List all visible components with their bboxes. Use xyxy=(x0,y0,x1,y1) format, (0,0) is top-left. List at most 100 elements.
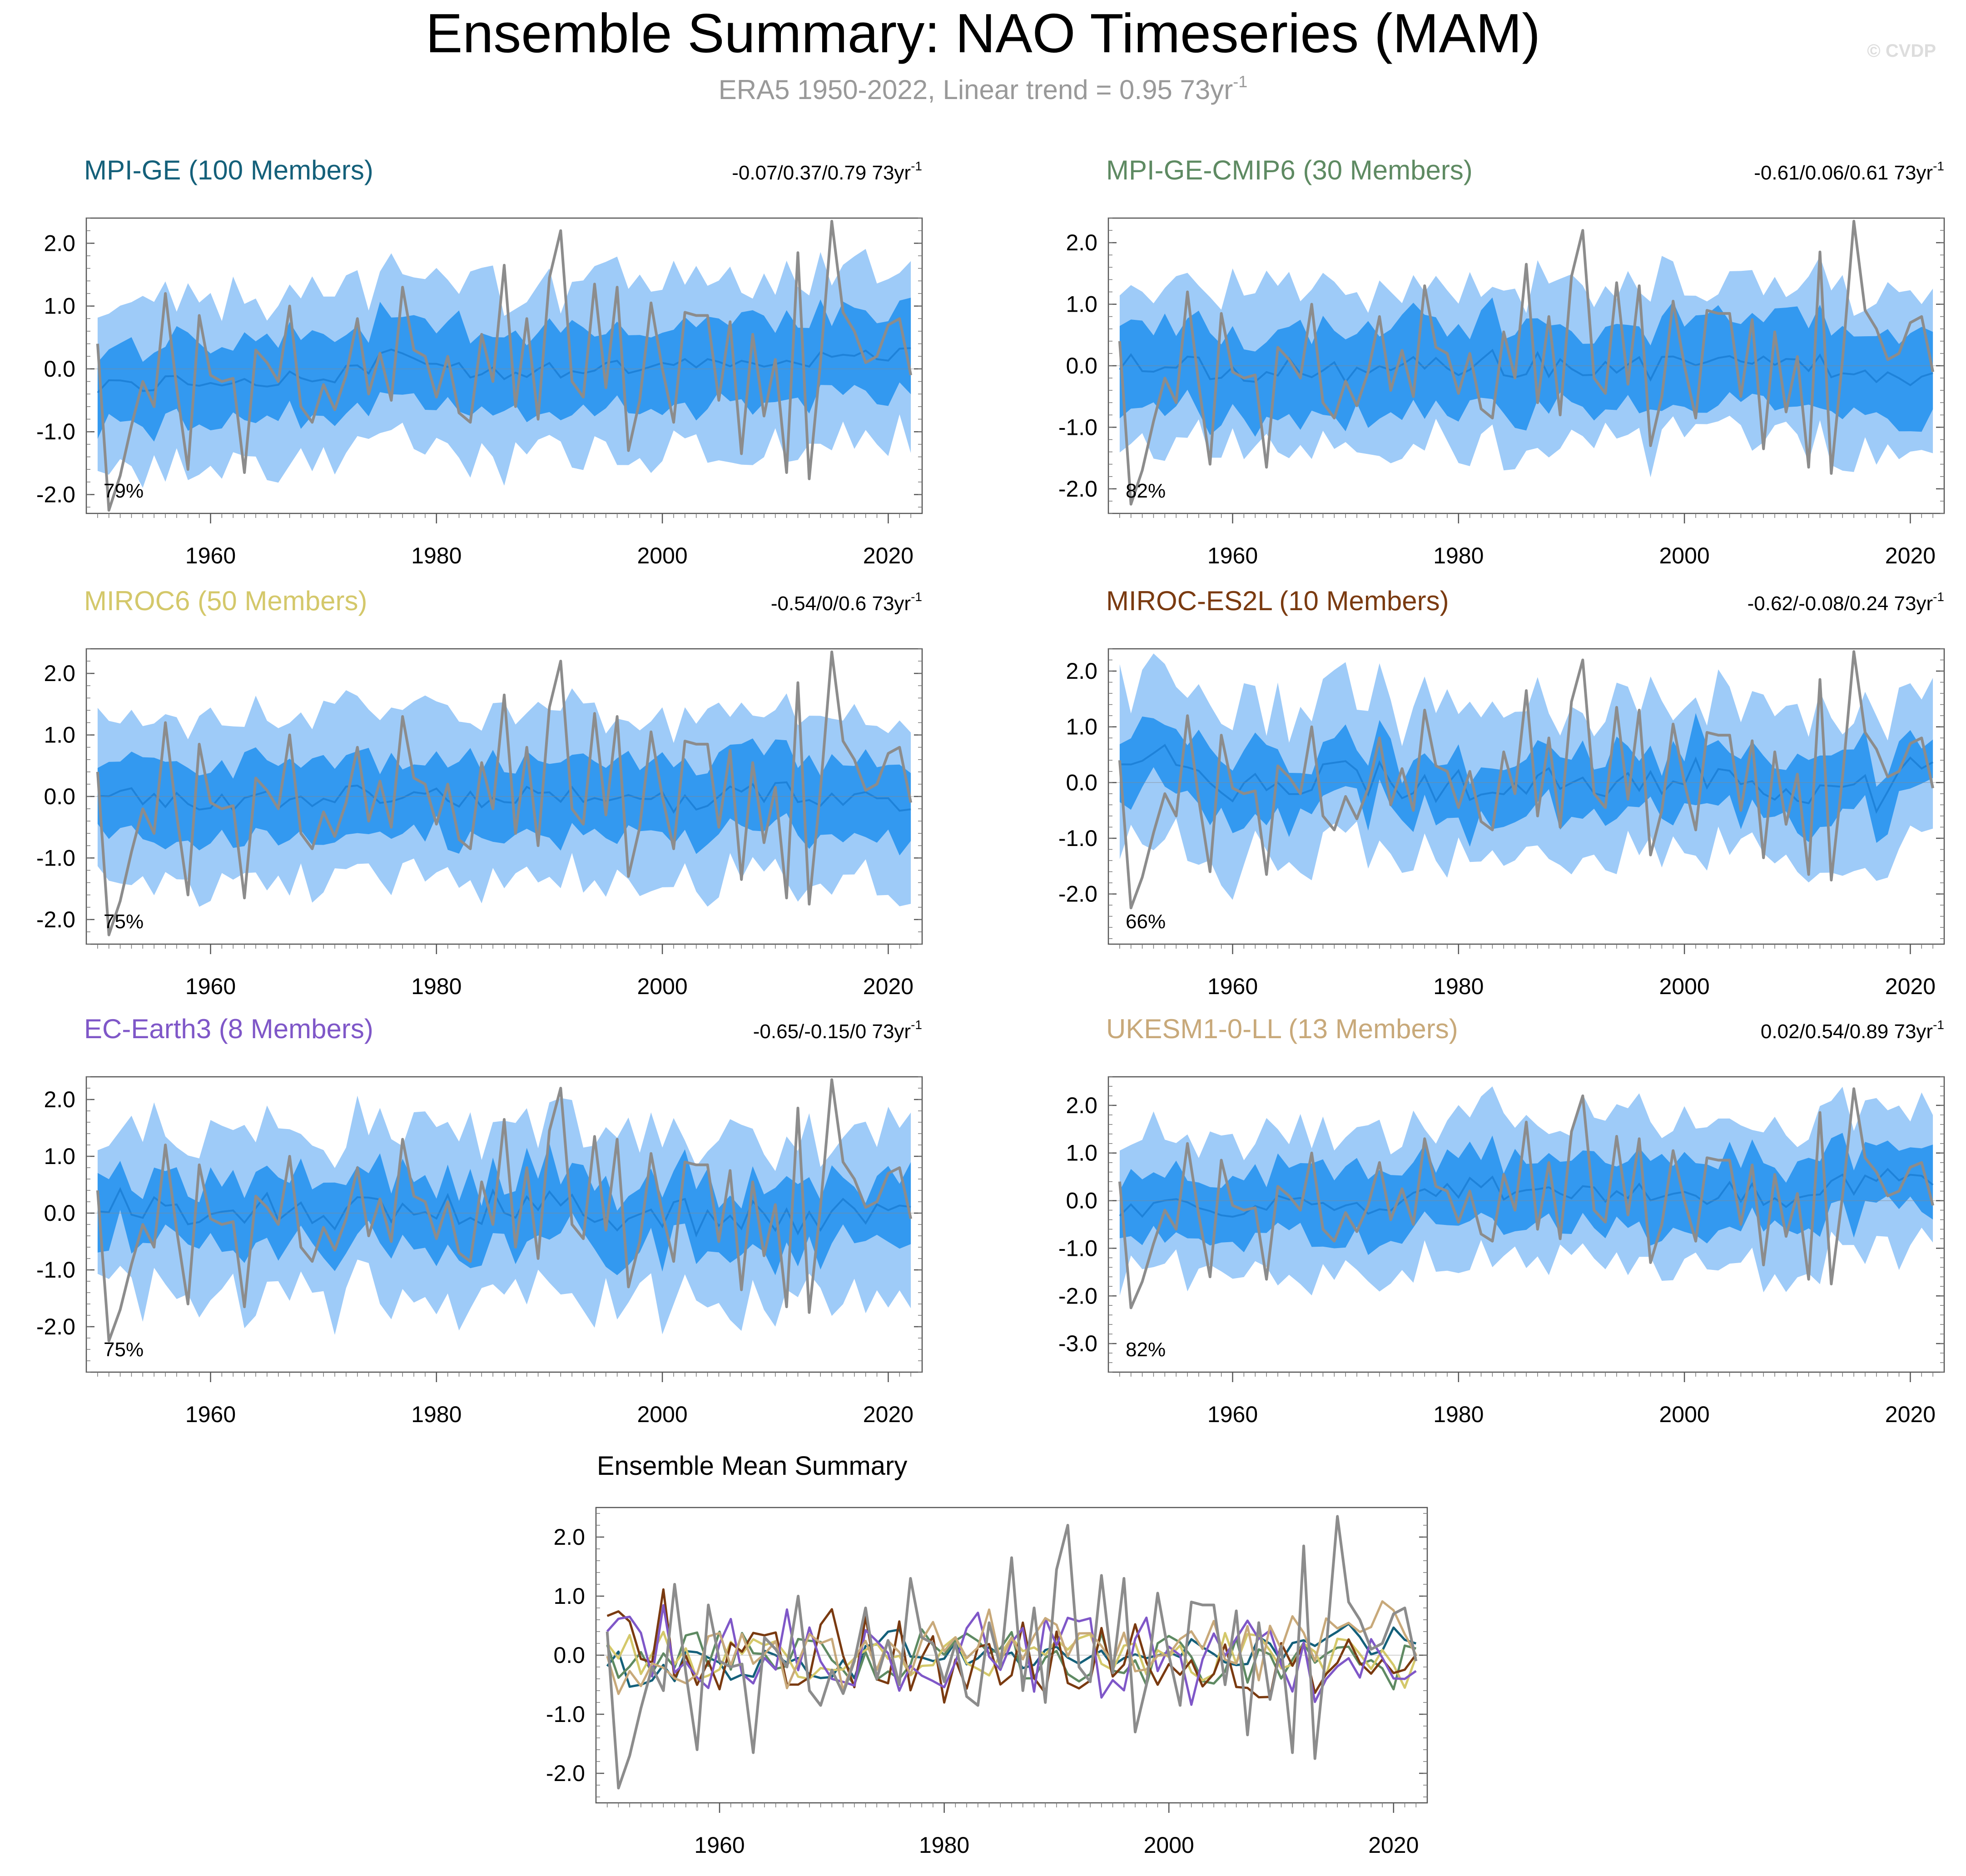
y-tick-label: 2.0 xyxy=(44,1087,75,1112)
y-tick-label: -2.0 xyxy=(36,482,75,508)
panel-ukesm1-0-ll: UKESM1-0-LL (13 Members) 0.02/0.54/0.89 7… xyxy=(1058,1014,1945,1427)
y-tick-label: -3.0 xyxy=(1058,1331,1097,1356)
obs-line xyxy=(96,650,913,936)
x-tick-label: 1980 xyxy=(1433,1402,1484,1427)
panel-ensemble-mean-summary: Ensemble Mean Summary -2.0 -1.0 0.0 1.0 2.0 19… xyxy=(546,1451,1428,1858)
x-tick-label: 1960 xyxy=(1207,1402,1258,1427)
panel-trend: -0.61/0.06/0.61 73yr-1 xyxy=(1754,159,1944,184)
panel-trend-text: -0.62/-0.08/0.24 73yr xyxy=(1748,592,1933,615)
y-tick-label: 2.0 xyxy=(44,661,75,686)
panel-title: MIROC6 (50 Members) xyxy=(84,586,367,616)
panel-mpi-ge: MPI-GE (100 Members) -0.07/0.37/0.79 73yr… xyxy=(36,155,923,568)
panel-title: MPI-GE (100 Members) xyxy=(84,155,373,185)
panel-trend-superscript: -1 xyxy=(1933,159,1944,173)
obs-line xyxy=(1118,219,1935,506)
panels: MPI-GE (100 Members) -0.07/0.37/0.79 73yr… xyxy=(36,155,1945,1858)
x-tick-label: 2020 xyxy=(863,543,913,568)
panel-trend-text: 0.02/0.54/0.89 73yr xyxy=(1761,1020,1933,1043)
x-tick-label: 2000 xyxy=(637,974,687,999)
inner-spread-band xyxy=(97,1143,911,1275)
x-tick-label: 2020 xyxy=(1885,1402,1936,1427)
panel-title: MPI-GE-CMIP6 (30 Members) xyxy=(1106,155,1473,185)
y-tick-label: -2.0 xyxy=(1058,476,1097,502)
y-tick-label: -1.0 xyxy=(36,845,75,871)
y-tick-label: 1.0 xyxy=(1066,714,1097,740)
panel-trend-text: -0.65/-0.15/0 73yr xyxy=(753,1020,911,1043)
summary-obs-line xyxy=(606,1515,1418,1790)
x-tick-label: 1960 xyxy=(185,543,236,568)
x-tick-label: 1980 xyxy=(919,1832,969,1858)
panel-trend-text: -0.07/0.37/0.79 73yr xyxy=(732,162,911,184)
y-tick-label: -2.0 xyxy=(546,1761,585,1786)
y-tick-label: 1.0 xyxy=(44,1144,75,1169)
x-tick-label: 1960 xyxy=(185,1402,236,1427)
y-tick-label: 2.0 xyxy=(1066,658,1097,684)
panel-trend: -0.65/-0.15/0 73yr-1 xyxy=(753,1018,922,1043)
obs-line xyxy=(96,1078,913,1343)
x-tick-label: 2000 xyxy=(1659,974,1709,999)
panel-trend: 0.02/0.54/0.89 73yr-1 xyxy=(1761,1018,1944,1043)
subtitle-text: ERA5 1950-2022, Linear trend = 0.95 73yr xyxy=(719,75,1233,105)
panel-trend: -0.62/-0.08/0.24 73yr-1 xyxy=(1748,590,1944,615)
panel-miroc6: MIROC6 (50 Members) -0.54/0/0.6 73yr-1 -2.… xyxy=(36,586,923,999)
y-tick-label: 0.0 xyxy=(44,1200,75,1226)
y-tick-label: 1.0 xyxy=(1066,292,1097,317)
x-tick-label: 2000 xyxy=(637,1402,687,1427)
y-tick-label: 1.0 xyxy=(44,722,75,748)
panel-trend: -0.54/0/0.6 73yr-1 xyxy=(771,590,922,615)
y-tick-label: -2.0 xyxy=(1058,881,1097,907)
y-tick-label: 0.0 xyxy=(1066,1188,1097,1214)
panel-percent: 75% xyxy=(104,911,144,933)
x-tick-label: 1980 xyxy=(411,543,462,568)
y-tick-label: 2.0 xyxy=(1066,230,1097,255)
y-tick-label: 1.0 xyxy=(553,1583,585,1609)
x-tick-label: 2000 xyxy=(637,543,687,568)
panel-trend-superscript: -1 xyxy=(1933,590,1944,604)
y-tick-label: -1.0 xyxy=(36,1257,75,1283)
panel-trend-text: -0.54/0/0.6 73yr xyxy=(771,592,911,615)
panel-ec-earth3: EC-Earth3 (8 Members) -0.65/-0.15/0 73yr-… xyxy=(36,1014,923,1427)
obs-line xyxy=(96,219,913,512)
y-tick-label: -2.0 xyxy=(36,907,75,932)
figure-subtitle: ERA5 1950-2022, Linear trend = 0.95 73yr… xyxy=(719,72,1247,105)
panel-percent: 66% xyxy=(1126,911,1166,933)
y-tick-label: -2.0 xyxy=(1058,1283,1097,1309)
obs-line xyxy=(1118,650,1935,910)
panel-trend-superscript: -1 xyxy=(911,590,922,604)
panel-percent: 79% xyxy=(104,480,144,502)
credit-label: © CVDP xyxy=(1867,41,1936,61)
x-tick-label: 2000 xyxy=(1659,1402,1709,1427)
x-tick-label: 2020 xyxy=(1885,974,1936,999)
ensemble-mean-line xyxy=(1119,744,1934,814)
panel-percent: 82% xyxy=(1126,1339,1166,1361)
x-tick-label: 1980 xyxy=(1433,974,1484,999)
y-tick-label: -1.0 xyxy=(36,419,75,444)
y-tick-label: 0.0 xyxy=(44,784,75,809)
obs-line xyxy=(1118,1087,1935,1309)
panel-trend-superscript: -1 xyxy=(1933,1018,1944,1032)
x-tick-label: 1980 xyxy=(1433,543,1484,568)
x-tick-label: 2020 xyxy=(863,1402,913,1427)
y-tick-label: 1.0 xyxy=(44,294,75,319)
panel-trend: -0.07/0.37/0.79 73yr-1 xyxy=(732,159,922,184)
y-tick-label: -1.0 xyxy=(1058,826,1097,851)
y-tick-label: -1.0 xyxy=(546,1702,585,1727)
y-tick-label: 2.0 xyxy=(44,230,75,256)
x-tick-label: 2000 xyxy=(1659,543,1709,568)
summary-title: Ensemble Mean Summary xyxy=(597,1451,907,1481)
x-tick-label: 2020 xyxy=(863,974,913,999)
x-tick-label: 1960 xyxy=(694,1832,745,1858)
panel-percent: 82% xyxy=(1126,480,1166,502)
panel-trend-superscript: -1 xyxy=(911,1018,922,1032)
y-tick-label: 1.0 xyxy=(1066,1140,1097,1166)
y-tick-label: 2.0 xyxy=(553,1524,585,1550)
y-tick-label: 0.0 xyxy=(1066,353,1097,378)
x-tick-label: 2020 xyxy=(1885,543,1936,568)
panel-trend-text: -0.61/0.06/0.61 73yr xyxy=(1754,162,1933,184)
panel-title: EC-Earth3 (8 Members) xyxy=(84,1014,373,1044)
y-tick-label: 0.0 xyxy=(553,1642,585,1668)
panel-trend-superscript: -1 xyxy=(911,159,922,173)
x-tick-label: 1960 xyxy=(1207,974,1258,999)
x-tick-label: 1980 xyxy=(411,1402,462,1427)
